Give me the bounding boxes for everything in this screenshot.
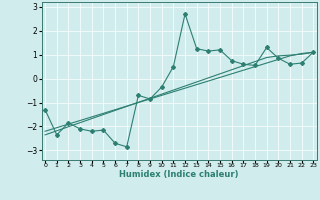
X-axis label: Humidex (Indice chaleur): Humidex (Indice chaleur) — [119, 170, 239, 179]
